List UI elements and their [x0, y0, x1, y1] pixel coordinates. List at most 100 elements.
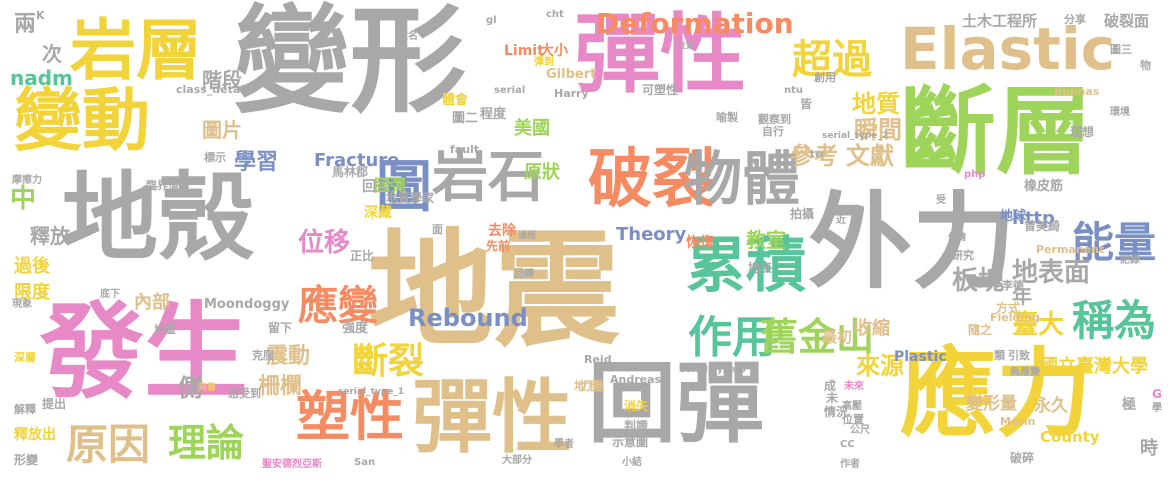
word-yuanzhuang: 原狀 [524, 162, 560, 183]
word-ce: 側 [178, 374, 202, 402]
word-wuyingbian: 無應變 [1010, 367, 1040, 378]
word-jiaoshi: 教室 [746, 228, 786, 252]
word-permanent: Permanent [1036, 243, 1105, 256]
word-xuezhe: 學者 [554, 439, 574, 450]
word-zhengbi: 正比 [350, 249, 375, 263]
word-yongjiu: 永久 [1034, 396, 1068, 416]
word-liang: 兩 [14, 12, 37, 37]
word-lide: 李德 [1002, 279, 1024, 292]
word-xuexi: 學習 [234, 150, 279, 175]
word-harry: Harry [554, 87, 589, 100]
word-dizhixuejia: 地質學家 [386, 191, 435, 205]
word-yingli: 應力 [900, 338, 1092, 450]
word-liliang: 力量 [580, 379, 605, 393]
word-ji: 極 [1122, 397, 1136, 413]
word-shencang: 深藏 [364, 205, 392, 221]
word-yanshi: 岩石 [432, 145, 544, 210]
word-shou: 受 [936, 195, 946, 206]
word-xianxiang: 現象 [12, 299, 32, 310]
word-liuxia: 留下 [268, 321, 293, 335]
word-qingkuang: 情況 [824, 405, 849, 419]
word-polie: 破裂 [588, 143, 716, 217]
word-panshi: 判識 [624, 419, 649, 433]
word-xue: 學 [1152, 403, 1162, 414]
word-jie: 皆 [800, 97, 813, 111]
word-xingbian: 形變 [14, 453, 39, 467]
word-weiyi: 位移 [298, 228, 351, 258]
word-dixia: 地下 [574, 379, 599, 393]
word-jieshi: 解釋 [14, 403, 36, 416]
word-tu: 圖 [376, 155, 432, 220]
word-nadm: nadm [10, 66, 73, 90]
word-chengdu: 程度 [480, 107, 507, 122]
word-duanceng: 斷層 [900, 76, 1092, 188]
word-shenceng: 深層 [14, 351, 36, 364]
word-dizhi: 地質 [852, 90, 900, 118]
word-huitan-grey: 回彈 [588, 352, 765, 455]
word-qiangdu: 強度 [342, 321, 369, 336]
word-shifangchu: 釋放出 [14, 427, 56, 443]
word-cankao: 參考 [790, 142, 838, 170]
word-xiaoshi: 消失 [624, 399, 649, 413]
word-diqiu: 地球 [1000, 209, 1027, 224]
word-daxiao: 大小 [540, 43, 568, 59]
word-cheng: 成 [824, 379, 837, 393]
word-ntu: ntu [784, 85, 804, 96]
word-laiyuan: 來源 [856, 352, 904, 380]
word-polie-mian: 破裂面 [1104, 12, 1150, 30]
word-tuer: 圖二 [452, 111, 479, 126]
word-kefu: 克服 [252, 349, 274, 362]
word-huizhuan: 回轉 [514, 269, 534, 280]
word-lixiang: 理想 [1070, 125, 1095, 139]
word-dixia2: 底下 [100, 289, 120, 300]
word-chaoguo: 超過 [792, 37, 872, 83]
word-biandong: 變動 [14, 82, 151, 161]
word-huanjing: 環境 [1110, 107, 1130, 118]
word-yuanyin: 原因 [66, 420, 151, 469]
word-dizhen-large: 地震 [368, 217, 620, 364]
word-lilun: 理論 [168, 421, 245, 465]
word-limit: Limit [504, 43, 544, 59]
word-rebound: Rebound [408, 304, 528, 332]
word-chuangyong: 創用 [814, 71, 836, 84]
word-waili: 外力 [808, 181, 1017, 303]
word-guanchadao: 觀察到 [758, 113, 791, 126]
word-neibu: 內部 [134, 292, 170, 313]
word-fielding: Fielding [990, 311, 1040, 324]
word-gongchi: 公尺 [850, 425, 870, 436]
word-wenxian: 文獻 [846, 142, 894, 170]
word-dibiaomian: 地表面 [1012, 258, 1091, 288]
word-wu: 物 [1140, 59, 1151, 72]
word-paishe: 拍攝 [790, 207, 815, 221]
word-tandao: 彈到 [534, 57, 554, 68]
word-jin: 近 [836, 215, 846, 226]
word-fault: fault [450, 143, 480, 156]
word-tupian: 圖片 [202, 118, 242, 142]
word-xingming: 姓名 [398, 31, 418, 42]
word-jiujinshan: 舊金山 [760, 315, 875, 359]
word-bankuai: 板塊 [952, 266, 1005, 296]
word-yanjiu: 研究 [952, 249, 974, 262]
word-gaoya: 高壓 [842, 401, 862, 412]
word-linjiezhi: 臨界值 [146, 179, 179, 192]
word-http: http [1012, 208, 1055, 229]
word-serial: serial [494, 85, 526, 96]
word-bianxingliang: 變形量 [966, 394, 1017, 414]
word-huihou: 回後 [362, 179, 390, 195]
word-duanlie: 斷裂 [352, 341, 425, 382]
word-cc: CC [840, 439, 855, 450]
word-yingbian: 應變 [298, 283, 378, 329]
word-tusan: 圖三 [1110, 43, 1132, 56]
word-gl: gl [486, 15, 497, 26]
word-dabufen: 大部分 [502, 455, 532, 466]
word-ganshoudao: 感受到 [228, 387, 261, 400]
word-biaoshi: 標示 [204, 151, 226, 164]
word-tichu: 提出 [42, 397, 67, 411]
word-shifang: 釋放 [30, 224, 70, 248]
word-tihui: 體會 [442, 93, 469, 108]
word-plastic: Plastic [894, 349, 947, 365]
word-shiyitu: 示意圖 [612, 435, 649, 449]
word-san: San [354, 457, 376, 468]
word-shousuo: 收縮 [854, 318, 890, 339]
